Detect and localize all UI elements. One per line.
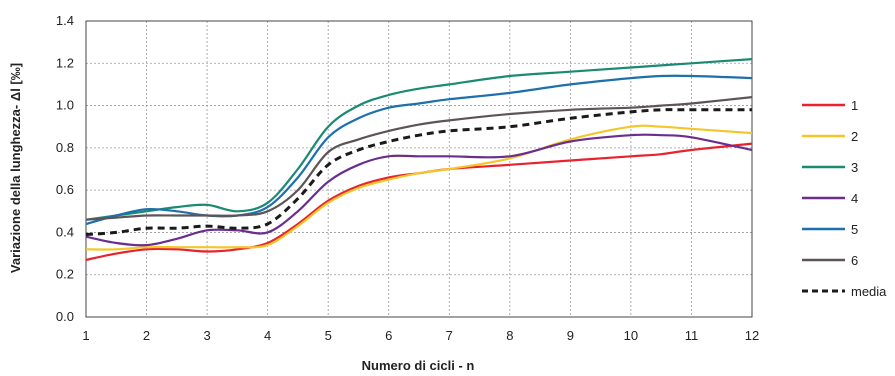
- y-tick-label: 1.0: [56, 98, 74, 113]
- legend-label: 3: [851, 160, 858, 175]
- legend-label: 4: [851, 191, 858, 206]
- series-line-4: [85, 133, 753, 247]
- series-line-media: [85, 108, 752, 236]
- series-line-2: [85, 124, 753, 251]
- y-tick-label: 1.2: [56, 55, 74, 70]
- x-axis-ticks: 1 2 3 4 5 6 7 8 9 10 11 12: [82, 328, 759, 343]
- y-tick-label: 0.4: [56, 224, 74, 239]
- legend: 1 2 3 4 5 6 media: [802, 98, 887, 299]
- x-axis-title: Numero di cicli - n: [362, 358, 475, 373]
- y-axis-title: Variazione della lunghezza- Δl [‰]: [8, 63, 23, 273]
- y-tick-label: 0.0: [56, 309, 74, 324]
- series-line-1: [85, 142, 753, 261]
- legend-label: 6: [851, 253, 858, 268]
- x-tick-label: 2: [143, 328, 150, 343]
- legend-label: 1: [851, 98, 858, 113]
- series-line-6: [85, 96, 753, 221]
- x-tick-label: 12: [745, 328, 759, 343]
- x-tick-label: 4: [264, 328, 271, 343]
- y-axis-ticks: 0.0 0.2 0.4 0.6 0.8 1.0 1.2 1.4: [56, 13, 74, 324]
- series-line-5: [85, 74, 753, 226]
- legend-label: media: [851, 284, 887, 299]
- x-tick-label: 7: [446, 328, 453, 343]
- x-tick-label: 8: [506, 328, 513, 343]
- y-tick-label: 0.6: [56, 182, 74, 197]
- x-tick-label: 11: [685, 328, 699, 343]
- y-tick-label: 0.8: [56, 140, 74, 155]
- series-line-3: [85, 58, 753, 221]
- x-tick-label: 1: [82, 328, 89, 343]
- x-tick-label: 6: [385, 328, 392, 343]
- y-tick-label: 1.4: [56, 13, 74, 28]
- x-tick-label: 9: [567, 328, 574, 343]
- x-tick-label: 5: [325, 328, 332, 343]
- legend-label: 5: [851, 222, 858, 237]
- series-lines: [85, 58, 753, 261]
- legend-label: 2: [851, 129, 858, 144]
- x-tick-label: 10: [624, 328, 638, 343]
- plot-frame: [85, 20, 753, 318]
- x-tick-label: 3: [203, 328, 210, 343]
- y-tick-label: 0.2: [56, 267, 74, 282]
